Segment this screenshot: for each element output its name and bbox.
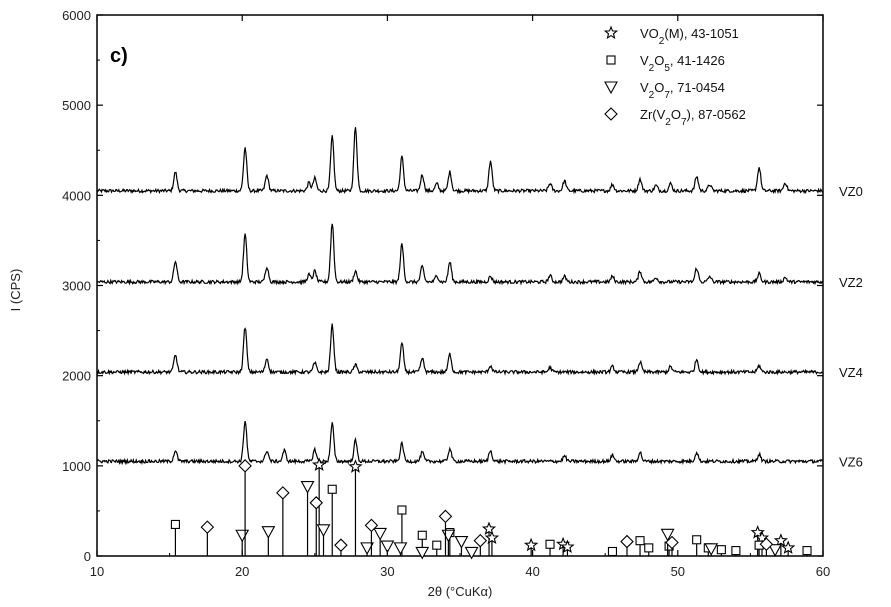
ref-marker-triangle [360, 542, 374, 556]
y-tick-label: 4000 [62, 188, 91, 203]
y-axis-label: I (CPS) [8, 269, 23, 312]
ref-marker-diamond [238, 459, 252, 473]
ref-marker-triangle [704, 543, 719, 556]
ref-marker-diamond [200, 520, 215, 534]
ref-marker-diamond [438, 509, 453, 524]
trace-vz0 [96, 127, 824, 195]
ref-marker-diamond [276, 486, 290, 500]
ref-marker-triangle [300, 481, 315, 494]
ref-marker-square [432, 540, 442, 550]
ref-marker-square [716, 545, 726, 555]
ref-marker-square [397, 505, 407, 515]
trace-vz6 [96, 420, 824, 466]
axes: 10 20 30 40 50 60 0 1000 2000 3000 4000 5000 6000 [62, 8, 830, 579]
y-tick-label: 2000 [62, 369, 91, 384]
legend-label: Zr(V2O7), 87-0562 [640, 107, 746, 128]
ref-marker-square [327, 484, 337, 494]
legend-marker-star [603, 25, 619, 40]
ref-marker-star [773, 533, 789, 547]
ref-marker-star [481, 521, 497, 536]
ref-marker-star [754, 530, 770, 544]
ref-marker-triangle [393, 542, 408, 556]
ref-marker-star [311, 457, 327, 472]
series-label-vz0: VZ0 [839, 184, 863, 199]
ref-marker-square [802, 546, 812, 556]
series-label-vz2: VZ2 [839, 275, 863, 290]
ref-marker-triangle [380, 540, 395, 554]
legend-marker-square [606, 55, 616, 65]
legend-label: VO2(M), 43-1051 [640, 26, 739, 47]
y-tick-label: 6000 [62, 8, 91, 23]
legend-label: V2O5, 41-1426 [640, 53, 725, 74]
y-tick-label: 5000 [62, 98, 91, 113]
ref-marker-square [692, 535, 702, 545]
x-tick-label: 40 [525, 564, 539, 579]
plot-frame [96, 14, 824, 557]
x-tick-label: 10 [90, 564, 104, 579]
y-tick-label: 3000 [62, 279, 91, 294]
x-axis-label: 2θ (°CuKα) [428, 584, 493, 599]
ref-marker-square [635, 536, 645, 546]
diffraction-traces [96, 127, 824, 466]
x-tick-label: 50 [671, 564, 685, 579]
ref-marker-star [560, 539, 575, 554]
ref-marker-square [644, 543, 654, 553]
ref-marker-star [484, 530, 500, 545]
ref-marker-triangle [373, 527, 388, 541]
ref-marker-triangle [316, 524, 331, 538]
y-tick-label: 0 [84, 549, 91, 564]
ref-marker-diamond [334, 538, 348, 552]
ref-marker-diamond [473, 533, 488, 548]
trace-vz2 [96, 223, 824, 286]
ref-marker-triangle [261, 526, 276, 539]
legend-marker-triangle [604, 81, 618, 95]
ref-marker-square [545, 539, 555, 549]
ref-marker-star [523, 537, 539, 552]
ref-marker-star [780, 540, 796, 554]
ref-marker-square [417, 530, 427, 540]
y-tick-label: 1000 [62, 459, 91, 474]
ref-marker-triangle [660, 528, 675, 542]
ref-marker-star [348, 459, 363, 473]
ref-marker-diamond [620, 534, 634, 549]
legend-label: V2O7, 71-0454 [640, 80, 725, 101]
ref-marker-square [170, 519, 180, 529]
legend: VO2(M), 43-1051 V2O5, 41-1426 V2O7, 71-045… [603, 25, 746, 128]
ref-marker-triangle [768, 544, 783, 557]
ref-marker-diamond [665, 535, 679, 550]
ref-marker-square [731, 546, 741, 556]
sample-labels: VZ0 VZ2 VZ4 VZ6 [839, 184, 863, 470]
series-label-vz4: VZ4 [839, 365, 863, 380]
ref-marker-triangle [235, 529, 250, 543]
ref-marker-triangle [415, 546, 430, 560]
ref-marker-diamond [309, 496, 324, 510]
trace-vz4 [96, 323, 824, 376]
ref-marker-diamond [364, 518, 379, 533]
ref-marker-square [607, 546, 618, 557]
legend-marker-diamond [604, 107, 618, 121]
x-tick-label: 20 [235, 564, 249, 579]
ref-marker-triangle [454, 536, 469, 549]
panel-label: c) [110, 45, 128, 67]
ref-marker-triangle [464, 546, 479, 560]
x-tick-label: 30 [380, 564, 394, 579]
x-tick-label: 60 [816, 564, 830, 579]
reference-sticks [170, 457, 812, 560]
series-label-vz6: VZ6 [839, 454, 863, 469]
ref-marker-diamond [759, 537, 774, 552]
